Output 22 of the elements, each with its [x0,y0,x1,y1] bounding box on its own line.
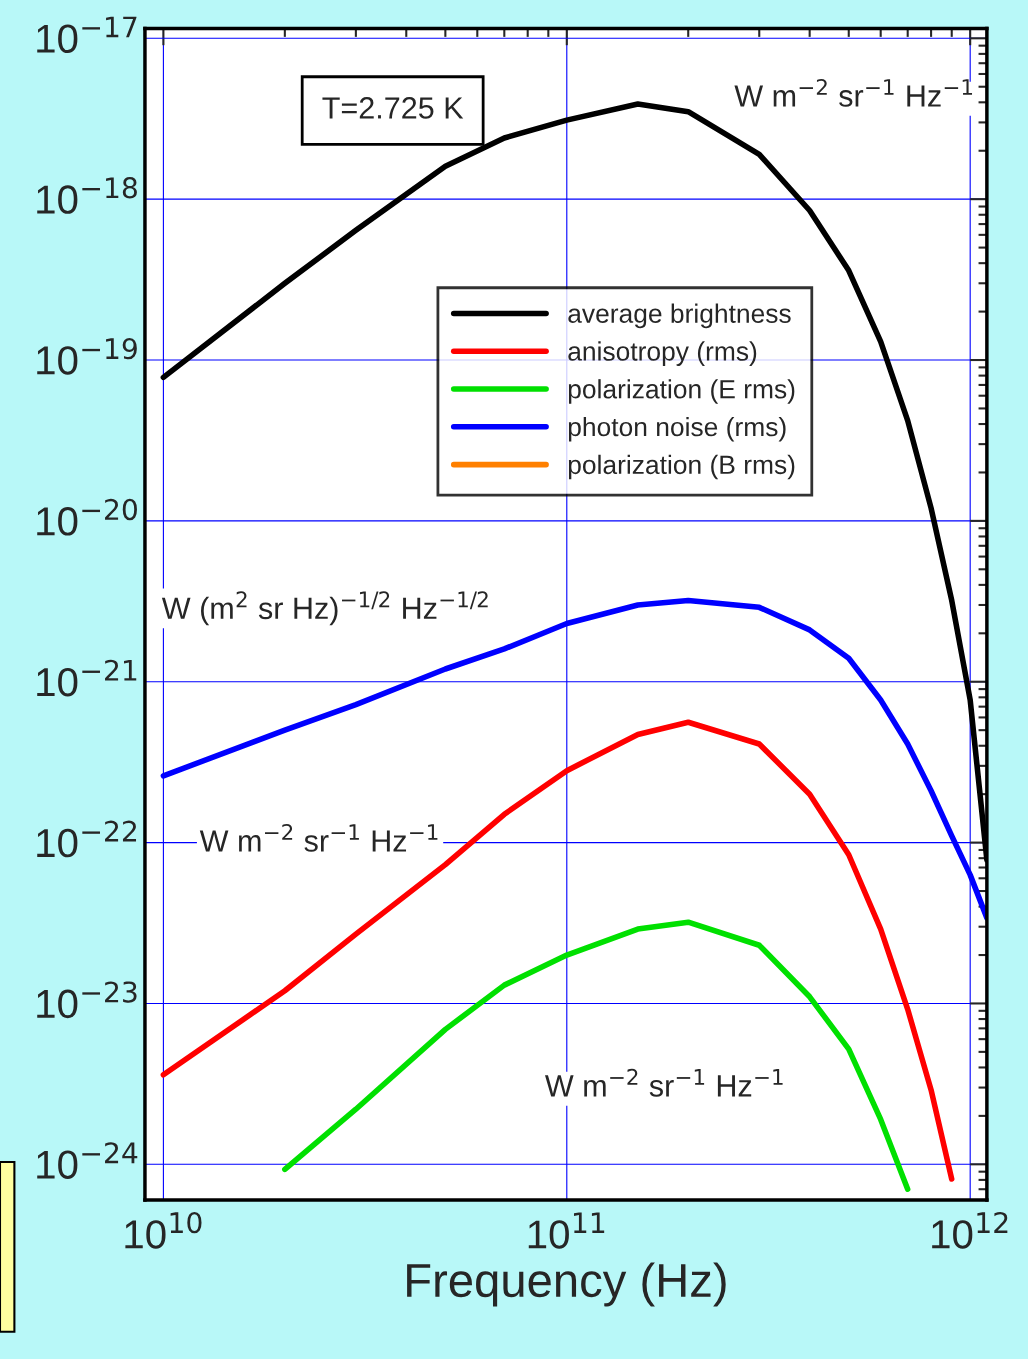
y-tick-label: 10$^{−19}$ [37,337,137,375]
y-tick-label: 10$^{−24}$ [37,1142,138,1179]
annotation: T=2.725 K [322,97,464,119]
annotation: W (m$^{2}$ sr Hz)$^{−1/2}$ Hz$^{−1/2}$ [161,591,488,626]
legend-label: average brightness [568,303,791,329]
x-tick-label: 10$^{10}$ [125,1211,202,1249]
annotation: W m$^{−2}$ sr$^{−1}$ Hz$^{−1}$ [545,1068,783,1097]
y-tick-label: 10$^{−21}$ [37,659,137,697]
y-tick-label: 10$^{−23}$ [37,981,137,1019]
legend-label: anisotropy (rms) [568,341,757,366]
legend-label: polarization (B rms) [568,454,795,480]
x-tick-label: 10$^{11}$ [528,1212,605,1249]
y-tick-label: 10$^{−20}$ [37,498,137,536]
x-axis-title: Frequency (Hz) [407,1262,726,1307]
annotation: W m$^{−2}$ sr$^{−1}$ Hz$^{−1}$ [734,78,973,107]
legend-label: polarization (E rms) [568,379,795,404]
legend-label: photon noise (rms) [568,416,786,442]
y-tick-label: 10$^{−18}$ [37,177,137,214]
annotation: W m$^{−2}$ sr$^{−1}$ Hz$^{−1}$ [199,823,438,852]
y-tick-label: 10$^{−22}$ [37,820,137,858]
x-tick-label: 10$^{12}$ [932,1211,1008,1249]
y-tick-label: 10$^{−17}$ [37,16,137,54]
